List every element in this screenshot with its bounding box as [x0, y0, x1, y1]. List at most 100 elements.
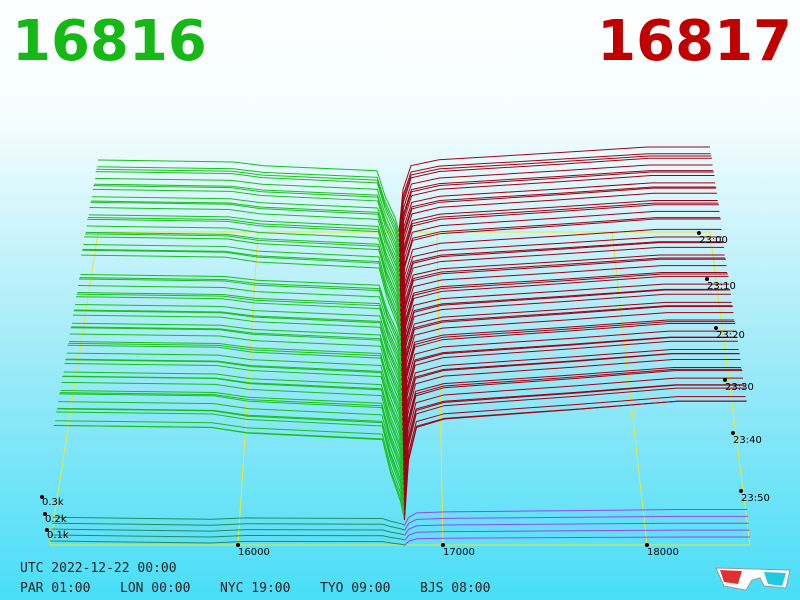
bid-depth-line: [54, 424, 405, 516]
ask-depth-line: [400, 257, 726, 352]
glasses-icon[interactable]: [715, 567, 791, 591]
price-label: 17000: [443, 547, 475, 558]
ask-depth-line: [403, 384, 745, 501]
ask-depth-line: [398, 146, 710, 233]
ask-depth-line: [403, 377, 744, 491]
bid-depth-line: [66, 352, 404, 436]
ask-depth-line: [400, 217, 721, 312]
ask-depth-line: [400, 228, 722, 322]
city-clock: PAR 01:00: [20, 581, 90, 596]
bid-depth-line: [64, 363, 404, 451]
bid-depth-line: [56, 411, 405, 506]
bid-depth-line: [87, 218, 401, 302]
bid-depth-line: [83, 244, 402, 327]
axis-dot: [731, 431, 735, 435]
ask-depth-line: [400, 246, 724, 342]
frame: [49, 231, 751, 546]
city-clock: NYC 19:00: [220, 581, 290, 596]
bid-price: 16816: [12, 9, 207, 74]
ask-depth-line: [398, 170, 714, 257]
ask-depth-line: [403, 368, 742, 481]
ask-depth-line: [401, 283, 730, 382]
axis-dot: [714, 326, 718, 330]
ask-depth-line: [404, 515, 749, 531]
ask-depth-line: [403, 358, 741, 471]
bid-depth-line: [71, 326, 403, 407]
axis-dot: [739, 489, 743, 493]
bid-depth-line: [60, 390, 405, 476]
bid-depth-line: [97, 166, 400, 238]
ask-depth-line: [402, 330, 737, 436]
bid-depth-line: [49, 540, 406, 546]
axis-dot: [236, 543, 240, 547]
depth-label: 0.2k: [45, 514, 67, 525]
bid-depth-line: [95, 171, 400, 248]
ask-depth-line: [399, 204, 719, 302]
bid-depth-line: [76, 293, 403, 372]
bid-depth-line: [61, 381, 405, 471]
time-label: 23:40: [733, 435, 762, 446]
bid-depth-line: [81, 249, 402, 337]
depth-label: 0.3k: [42, 497, 64, 508]
ask-depth-line: [401, 305, 733, 406]
ask-depth-line: [402, 349, 739, 456]
bid-depth-line: [74, 309, 403, 387]
bid-depth-line: [59, 392, 405, 481]
bid-depth-line: [89, 207, 401, 287]
ask-depth-line: [400, 236, 723, 327]
ask-depth-line: [402, 312, 734, 416]
ask-depth-line: [399, 186, 716, 277]
bid-depth-line: [58, 401, 405, 491]
bid-depth-line: [84, 236, 402, 322]
ask-depth-line: [402, 322, 736, 431]
axis-dot: [723, 378, 727, 382]
bid-depth-line: [91, 200, 401, 277]
ask-depth-line: [398, 153, 711, 238]
ask-depth-line: [399, 200, 718, 292]
ask-depth-line: [399, 182, 716, 272]
bid-depth-line: [75, 296, 403, 377]
ask-depth-line: [400, 258, 726, 357]
ask-depth-line: [404, 400, 747, 521]
ask-price: 16817: [597, 9, 792, 74]
ask-depth-line: [403, 396, 746, 511]
ask-depth-line: [399, 192, 717, 287]
bid-depth-line: [88, 217, 401, 297]
ask-depth-line: [398, 157, 712, 247]
bid-depth-line: [86, 225, 401, 307]
bid-depth-line: [50, 534, 406, 541]
bid-depth-line: [69, 333, 404, 416]
price-label: 18000: [647, 547, 679, 558]
bid-depth-line: [57, 407, 405, 496]
ask-depth-line: [400, 242, 724, 337]
axis-dot: [645, 543, 649, 547]
ask-depth-line: [402, 321, 735, 426]
axis-dot: [45, 528, 49, 532]
ask-depth-line: [398, 164, 713, 252]
bid-depth-line: [90, 201, 401, 282]
time-label: 23:30: [725, 382, 754, 393]
bid-depth-line: [72, 314, 403, 397]
axis-dot: [441, 543, 445, 547]
ask-depth-line: [401, 289, 731, 392]
ask-depth-line: [402, 336, 737, 441]
time-label: 23:50: [741, 493, 770, 504]
axis-dot: [43, 512, 47, 516]
depth-plot: [49, 146, 751, 546]
ask-depth-line: [403, 370, 743, 486]
bid-depth-line: [72, 322, 403, 402]
bid-depth-line: [62, 376, 404, 466]
bid-depth-line: [78, 278, 402, 357]
bid-depth-line: [59, 393, 405, 486]
bid-depth-line: [94, 177, 400, 253]
axis-dot: [40, 495, 44, 499]
bid-depth-line: [85, 233, 402, 317]
bid-depth-line: [77, 292, 403, 367]
ask-depth-line: [403, 366, 742, 476]
bid-depth-line: [55, 420, 405, 511]
bid-depth-line: [70, 327, 403, 411]
bid-depth-line: [92, 188, 401, 267]
time-label: 23:00: [699, 235, 728, 246]
bid-depth-line: [52, 522, 405, 531]
